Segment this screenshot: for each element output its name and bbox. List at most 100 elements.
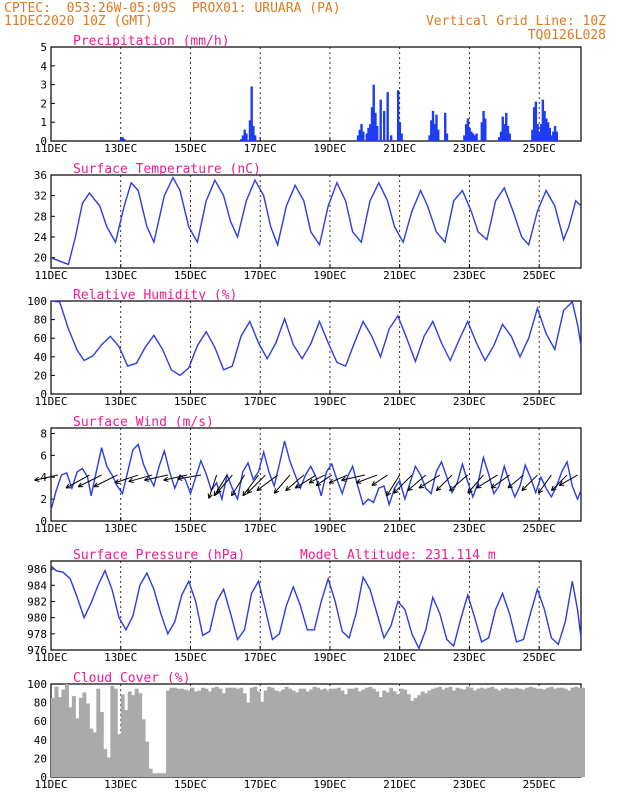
precip-bar — [506, 125, 510, 141]
precip-bar — [470, 131, 473, 141]
precip-bar — [444, 112, 447, 141]
cloud-cover-bar — [221, 693, 226, 777]
x-tick-label: 15DEC — [174, 522, 207, 535]
cloud-cover-bar — [96, 688, 101, 777]
cloud-cover-bar — [361, 689, 366, 777]
wind-arrow — [328, 474, 348, 484]
cloud-cover-bar — [302, 688, 307, 777]
cloud-cover-bar — [399, 688, 404, 777]
cloud-cover-bar — [546, 687, 551, 777]
wind-arrow — [294, 474, 317, 489]
cloud-cover-bar — [186, 690, 191, 777]
precip-bar — [386, 92, 389, 141]
precip-bar — [121, 137, 124, 141]
wind-arrow — [34, 474, 59, 481]
series-line — [50, 300, 582, 377]
wind-arrow-head — [418, 483, 425, 489]
precip-bar — [374, 112, 377, 141]
wind-arrow — [242, 474, 259, 497]
y-tick-label: 80 — [34, 314, 47, 327]
header-grid-line: Vertical Grid Line: 10Z — [425, 14, 606, 29]
x-tick-label: 17DEC — [244, 395, 277, 408]
wind-arrow — [213, 474, 228, 497]
cloud-cover-bar — [162, 773, 167, 777]
precip-bar — [531, 129, 534, 141]
cloud-cover-bar — [183, 689, 188, 777]
y-tick-label: 100 — [27, 678, 47, 691]
wind-arrow — [208, 474, 218, 499]
wind-arrow — [551, 474, 568, 492]
wind-arrow — [177, 474, 202, 480]
x-tick-label: 15DEC — [174, 651, 207, 664]
cloud-cover-bar — [465, 686, 470, 777]
wind-arrow-head — [308, 478, 315, 484]
cloud-cover-bar — [99, 711, 104, 777]
wind-arrow-head — [77, 482, 84, 488]
header-model: TQ0126L028 — [527, 28, 606, 43]
cloud-cover-bar — [469, 687, 474, 777]
x-tick-label: 17DEC — [244, 142, 277, 155]
x-tick-label: 21DEC — [383, 522, 416, 535]
precip-bar — [468, 127, 471, 141]
wind-arrow — [128, 474, 153, 483]
cloud-cover-bar — [228, 687, 233, 777]
wind-arrow-head — [231, 490, 237, 497]
precip-bar — [536, 124, 539, 141]
wind-arrow-head — [163, 476, 169, 482]
x-tick-label: 11DEC — [34, 522, 67, 535]
precip-bar — [475, 133, 478, 141]
precip-bar — [360, 124, 363, 141]
x-tick-label: 21DEC — [383, 778, 416, 791]
cloud-cover-bar — [232, 687, 237, 777]
precip-bar — [389, 135, 393, 141]
y-tick-label: 1 — [40, 116, 47, 129]
wind-arrow-head — [467, 488, 473, 494]
precip-bar — [123, 139, 126, 141]
panel-title: Cloud Cover (%) — [73, 671, 190, 686]
cloud-cover-bar — [207, 691, 212, 777]
x-tick-label: 17DEC — [244, 778, 277, 791]
cloud-cover-bar — [560, 687, 565, 777]
precip-bar — [253, 135, 257, 141]
x-tick-label: 25DEC — [523, 142, 556, 155]
series-line — [50, 440, 582, 511]
wind-arrow — [407, 474, 427, 492]
precip-bar — [499, 131, 503, 141]
wind-arrow-head — [242, 490, 248, 497]
series-line — [50, 565, 582, 651]
precip-bar — [367, 127, 370, 141]
cloud-cover-bar — [406, 694, 411, 777]
series-line — [50, 176, 582, 266]
x-tick-label: 13DEC — [104, 269, 137, 282]
y-tick-label: 8 — [40, 427, 47, 440]
precip-bar — [546, 122, 550, 141]
cloud-cover-bar — [507, 688, 512, 777]
wind-arrow-head — [371, 480, 377, 486]
cloud-cover-bar — [246, 702, 251, 777]
cloud-cover-bar — [357, 691, 362, 777]
cloud-cover-bar — [298, 688, 303, 777]
wind-arrow — [436, 474, 453, 492]
wind-arrow-head — [328, 478, 335, 484]
wind-arrow-head — [521, 485, 527, 492]
wind-arrow-head — [476, 483, 482, 489]
precip-bar — [431, 110, 435, 141]
precip-bar — [396, 90, 400, 141]
cloud-cover-bar — [340, 690, 345, 777]
cloud-cover-bar — [253, 686, 258, 777]
cloud-cover-bar — [539, 688, 544, 777]
cloud-cover-bar — [326, 690, 331, 777]
wind-arrow — [559, 474, 578, 486]
y-tick-label: 982 — [27, 595, 47, 608]
wind-arrow-head — [393, 488, 399, 494]
wind-arrow — [371, 474, 388, 486]
x-tick-label: 15DEC — [174, 142, 207, 155]
wind-arrow-head — [114, 479, 120, 484]
cloud-cover-bar — [410, 700, 415, 777]
cloud-cover-bar — [322, 688, 327, 777]
y-tick-label: 100 — [27, 295, 47, 308]
cloud-cover-bar — [371, 688, 376, 777]
cloud-cover-bar — [511, 688, 516, 777]
x-tick-label: 17DEC — [244, 269, 277, 282]
